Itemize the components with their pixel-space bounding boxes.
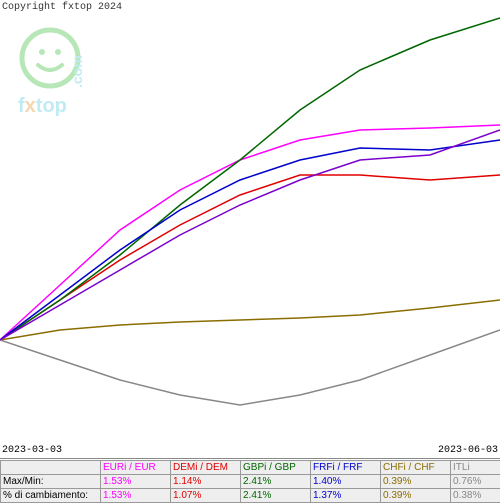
table-row-header: [1, 461, 101, 475]
series-line: [0, 175, 500, 340]
series-line: [0, 300, 500, 340]
table-col-header: ITLi: [451, 461, 500, 475]
table-cell: 1.53%: [101, 475, 171, 489]
table-cell: 0.38%: [451, 489, 500, 503]
table-col-header: FRFi / FRF: [311, 461, 381, 475]
divider: [0, 458, 500, 459]
summary-table: EURi / EURDEMi / DEMGBPi / GBPFRFi / FRF…: [0, 460, 500, 503]
table-cell: 2.41%: [241, 475, 311, 489]
table-col-header: GBPi / GBP: [241, 461, 311, 475]
table-col-header: DEMi / DEM: [171, 461, 241, 475]
x-axis-right-label: 2023-06-03: [438, 445, 498, 456]
line-chart: [0, 0, 500, 445]
table-cell: 1.40%: [311, 475, 381, 489]
table-col-header: CHFi / CHF: [381, 461, 451, 475]
table-cell: 1.37%: [311, 489, 381, 503]
table-cell: 1.53%: [101, 489, 171, 503]
table-cell: 0.39%: [381, 489, 451, 503]
series-line: [0, 140, 500, 340]
table-cell: 1.14%: [171, 475, 241, 489]
x-axis-left-label: 2023-03-03: [2, 445, 62, 456]
table-row-header: Max/Min:: [1, 475, 101, 489]
table-cell: 0.76%: [451, 475, 500, 489]
table-cell: 1.07%: [171, 489, 241, 503]
table-row-header: % di cambiamento:: [1, 489, 101, 503]
table-cell: 0.39%: [381, 475, 451, 489]
table-col-header: EURi / EUR: [101, 461, 171, 475]
table-cell: 2.41%: [241, 489, 311, 503]
series-line: [0, 330, 500, 405]
